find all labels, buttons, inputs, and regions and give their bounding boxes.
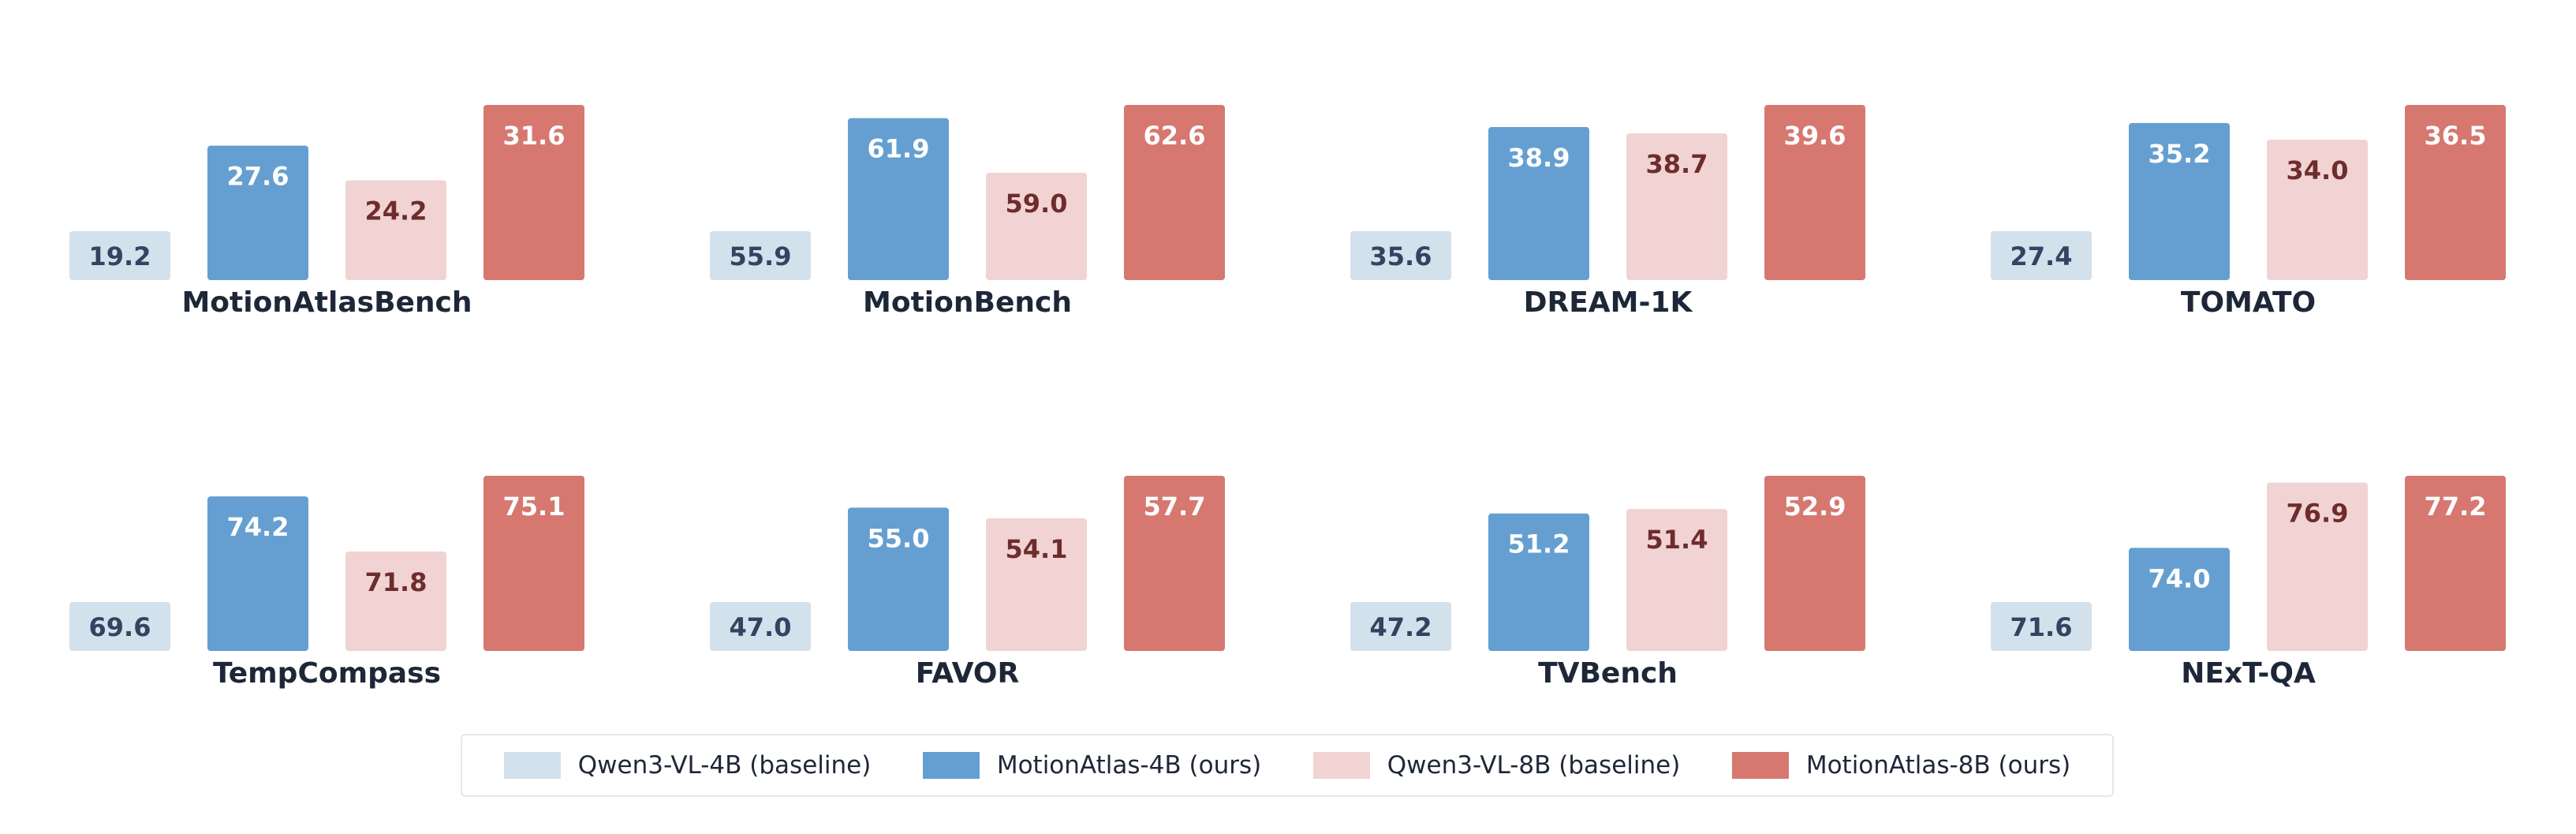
bar-value-label: 74.2 <box>227 512 289 542</box>
bar-qwen3-vl-4b-baseline <box>710 602 811 651</box>
legend-item-qwen3-vl-4b: Qwen3-VL-4B (baseline) <box>503 751 872 780</box>
bar-value-label: 39.6 <box>1784 121 1846 151</box>
panel-title: DREAM-1K <box>1524 286 1693 319</box>
bar-value-label: 47.2 <box>1370 612 1432 642</box>
bar-qwen3-vl-8b-baseline <box>2267 139 2368 280</box>
bar-value-label: 36.5 <box>2425 121 2487 151</box>
bar-value-label: 74.0 <box>2149 563 2211 593</box>
bar-qwen3-vl-8b-baseline <box>345 552 446 651</box>
bar-value-label: 38.9 <box>1508 143 1570 173</box>
legend-item-motionatlas-8b: MotionAtlas-8B (ours) <box>1731 751 2071 780</box>
bar-qwen3-vl-8b-baseline <box>2267 482 2368 651</box>
panel-motionbench: 55.9 61.9 59.0 62.6 MotionBench <box>710 105 1225 319</box>
bar-motionatlas-4b-ours <box>207 145 308 280</box>
panel-tempcompass: 69.6 74.2 71.8 75.1 TempCompass <box>69 476 584 690</box>
bar-motionatlas-8b-ours <box>1124 476 1225 651</box>
bar-value-label: 59.0 <box>1006 189 1068 219</box>
bar-value-label: 54.1 <box>1006 534 1068 564</box>
bar-value-label: 35.2 <box>2149 139 2211 169</box>
legend-label: MotionAtlas-8B (ours) <box>1805 751 2071 780</box>
panel-next-qa: 71.6 74.0 76.9 77.2 NExT-QA <box>1991 476 2506 690</box>
bar-value-label: 62.6 <box>1144 121 1206 151</box>
bar-motionatlas-4b-ours <box>2129 122 2230 280</box>
bar-motionatlas-8b-ours <box>483 105 584 280</box>
bar-value-label: 31.6 <box>503 121 566 151</box>
legend-label: Qwen3-VL-8B (baseline) <box>1387 751 1681 780</box>
bar-value-label: 27.4 <box>2010 241 2073 271</box>
legend-swatch <box>1731 752 1789 779</box>
bar-qwen3-vl-4b-baseline <box>1350 231 1451 280</box>
bar-qwen3-vl-8b-baseline <box>986 518 1087 651</box>
bar-value-label: 69.6 <box>89 612 151 642</box>
bar-qwen3-vl-8b-baseline <box>1626 509 1727 651</box>
bar-motionatlas-4b-ours <box>1488 513 1589 651</box>
legend: Qwen3-VL-4B (baseline) MotionAtlas-4B (o… <box>461 734 2114 797</box>
bar-value-label: 24.2 <box>365 196 427 226</box>
bar-value-label: 51.2 <box>1508 529 1570 559</box>
legend-label: MotionAtlas-4B (ours) <box>996 751 1262 780</box>
legend-label: Qwen3-VL-4B (baseline) <box>577 751 872 780</box>
panel-dream-1k: 35.6 38.9 38.7 39.6 DREAM-1K <box>1350 105 1865 319</box>
bar-value-label: 71.8 <box>365 567 427 597</box>
bar-qwen3-vl-4b-baseline <box>1991 231 2092 280</box>
bar-value-label: 51.4 <box>1646 525 1708 555</box>
legend-swatch <box>1312 752 1370 779</box>
bar-value-label: 47.0 <box>730 612 792 642</box>
bar-motionatlas-4b-ours <box>1488 127 1589 280</box>
bar-value-label: 38.7 <box>1646 149 1708 179</box>
panel-title: MotionAtlasBench <box>181 286 472 319</box>
legend-swatch <box>922 752 980 779</box>
panel-tomato: 27.4 35.2 34.0 36.5 TOMATO <box>1991 105 2506 319</box>
bar-qwen3-vl-8b-baseline <box>986 172 1087 280</box>
bar-value-label: 35.6 <box>1370 241 1432 271</box>
legend-swatch <box>503 752 561 779</box>
bar-value-label: 55.9 <box>730 241 792 271</box>
bar-qwen3-vl-8b-baseline <box>1626 133 1727 280</box>
bar-motionatlas-8b-ours <box>1124 105 1225 280</box>
bar-value-label: 52.9 <box>1784 492 1846 522</box>
panel-title: TVBench <box>1538 657 1678 690</box>
bar-motionatlas-8b-ours <box>2405 105 2506 280</box>
bar-qwen3-vl-4b-baseline <box>69 231 170 280</box>
bar-motionatlas-8b-ours <box>2405 476 2506 651</box>
bar-value-label: 61.9 <box>868 134 930 164</box>
bar-motionatlas-4b-ours <box>848 118 949 280</box>
bar-value-label: 19.2 <box>89 241 151 271</box>
bar-value-label: 55.0 <box>868 523 930 553</box>
bar-motionatlas-8b-ours <box>1764 476 1865 651</box>
bar-value-label: 27.6 <box>227 162 289 192</box>
bar-motionatlas-4b-ours <box>2129 548 2230 651</box>
panel-title: TempCompass <box>213 657 441 690</box>
panel-favor: 47.0 55.0 54.1 57.7 FAVOR <box>710 476 1225 690</box>
bar-motionatlas-8b-ours <box>483 476 584 651</box>
bar-qwen3-vl-4b-baseline <box>1991 602 2092 651</box>
panel-title: NExT-QA <box>2181 657 2316 690</box>
bar-qwen3-vl-8b-baseline <box>345 180 446 280</box>
legend-item-motionatlas-4b: MotionAtlas-4B (ours) <box>922 751 1262 780</box>
bar-motionatlas-4b-ours <box>207 496 308 651</box>
bar-value-label: 75.1 <box>503 492 566 522</box>
bar-value-label: 76.9 <box>2287 499 2349 529</box>
panel-title: FAVOR <box>916 657 1019 690</box>
bar-motionatlas-4b-ours <box>848 507 949 651</box>
bar-value-label: 71.6 <box>2010 612 2073 642</box>
bar-motionatlas-8b-ours <box>1764 105 1865 280</box>
bar-qwen3-vl-4b-baseline <box>69 602 170 651</box>
bar-value-label: 77.2 <box>2425 492 2487 522</box>
bar-value-label: 34.0 <box>2287 155 2349 185</box>
panel-title: MotionBench <box>863 286 1072 319</box>
bar-qwen3-vl-4b-baseline <box>1350 602 1451 651</box>
legend-item-qwen3-vl-8b: Qwen3-VL-8B (baseline) <box>1312 751 1681 780</box>
panel-title: TOMATO <box>2181 286 2316 319</box>
panel-tvbench: 47.2 51.2 51.4 52.9 TVBench <box>1350 476 1865 690</box>
panel-motionatlasbench: 19.2 27.6 24.2 31.6 MotionAtlasBench <box>69 105 584 319</box>
bar-qwen3-vl-4b-baseline <box>710 231 811 280</box>
bar-value-label: 57.7 <box>1144 492 1206 522</box>
